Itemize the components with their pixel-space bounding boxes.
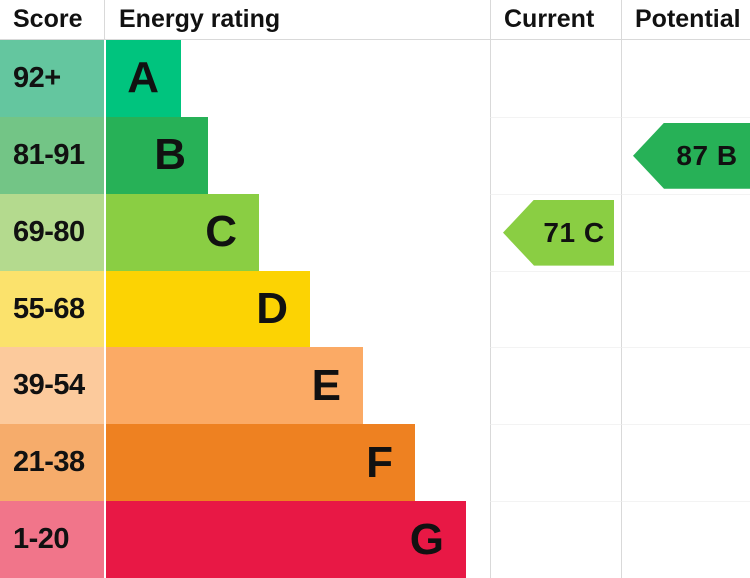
header-energy-rating: Energy rating — [119, 5, 281, 33]
potential-cell-c — [621, 193, 750, 271]
band-letter-f: F — [366, 437, 393, 487]
band-letter-g: G — [409, 514, 444, 564]
header-current: Current — [490, 0, 621, 39]
current-rating-arrow: 71 C — [503, 199, 614, 266]
potential-cell-d — [621, 270, 750, 348]
band-letter-a: A — [127, 53, 159, 103]
band-letter-d: D — [256, 284, 288, 333]
band-letter-e: E — [311, 360, 341, 410]
potential-cell-b: 87 B — [621, 116, 750, 194]
current-cell-c: 71 C — [490, 193, 621, 271]
band-bar-g: G — [106, 501, 466, 578]
potential-cell-g — [621, 501, 750, 578]
current-cell-f — [490, 424, 621, 502]
score-range-c: 69-80 — [0, 193, 104, 271]
band-row-d: 55-68 D — [0, 270, 750, 348]
band-letter-c: C — [205, 207, 237, 257]
potential-rating-label: 87 B — [676, 139, 738, 171]
band-bar-d: D — [106, 270, 310, 348]
potential-cell-e — [621, 347, 750, 425]
band-row-f: 21-38 F — [0, 424, 750, 502]
score-range-b: 81-91 — [0, 116, 104, 194]
header-potential: Potential — [621, 0, 750, 39]
band-bar-b: B — [106, 116, 208, 194]
header-score: Score — [0, 0, 105, 39]
energy-cell-g: G — [106, 501, 490, 578]
score-range-g: 1-20 — [0, 501, 104, 578]
band-bar-a: A — [106, 40, 181, 117]
energy-cell-f: F — [106, 424, 490, 502]
chart-header: Score Energy rating Current Potential — [0, 0, 750, 40]
current-cell-d — [490, 270, 621, 348]
score-range-f: 21-38 — [0, 424, 104, 502]
current-cell-g — [490, 501, 621, 578]
band-bar-e: E — [106, 347, 363, 425]
band-bar-f: F — [106, 424, 415, 502]
energy-cell-b: B — [106, 116, 490, 194]
energy-cell-e: E — [106, 347, 490, 425]
potential-cell-a — [621, 40, 750, 117]
band-letter-b: B — [154, 130, 186, 180]
current-cell-b — [490, 116, 621, 194]
current-cell-a — [490, 40, 621, 117]
band-bar-c: C — [106, 193, 259, 271]
band-row-b: 81-91 B 87 B — [0, 116, 750, 194]
current-rating-label: 71 C — [543, 216, 605, 248]
band-row-g: 1-20 G — [0, 501, 750, 578]
band-row-c: 69-80 C 71 C — [0, 193, 750, 271]
band-row-a: 92+ A — [0, 40, 750, 117]
energy-cell-d: D — [106, 270, 490, 348]
score-range-e: 39-54 — [0, 347, 104, 425]
band-row-e: 39-54 E — [0, 347, 750, 425]
energy-cell-c: C — [106, 193, 490, 271]
current-cell-e — [490, 347, 621, 425]
band-rows: 92+ A 81-91 B 87 B — [0, 40, 750, 578]
score-range-d: 55-68 — [0, 270, 104, 348]
potential-cell-f — [621, 424, 750, 502]
score-range-a: 92+ — [0, 40, 104, 117]
potential-rating-arrow: 87 B — [633, 122, 750, 189]
energy-cell-a: A — [106, 40, 490, 117]
